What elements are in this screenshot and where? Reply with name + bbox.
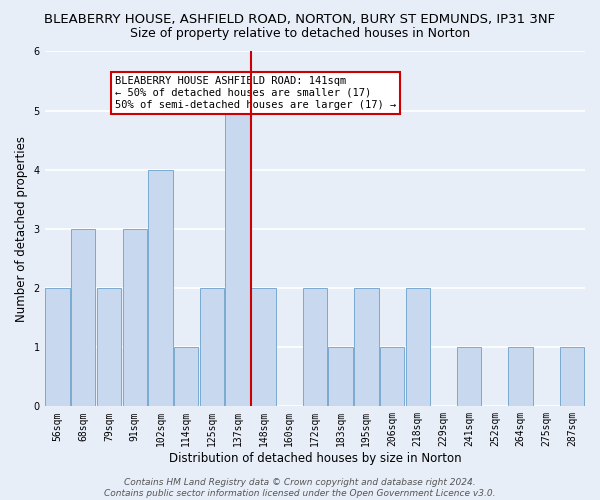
Bar [97, 288, 121, 406]
Bar [226, 110, 250, 406]
Bar [251, 288, 275, 406]
Bar [174, 347, 199, 406]
Bar [406, 288, 430, 406]
Bar [354, 288, 379, 406]
Text: Size of property relative to detached houses in Norton: Size of property relative to detached ho… [130, 28, 470, 40]
Bar [457, 347, 481, 406]
Bar [200, 288, 224, 406]
Bar [148, 170, 173, 406]
Bar [508, 347, 533, 406]
Bar [122, 229, 147, 406]
Bar [560, 347, 584, 406]
Bar [46, 288, 70, 406]
Text: BLEABERRY HOUSE ASHFIELD ROAD: 141sqm
← 50% of detached houses are smaller (17)
: BLEABERRY HOUSE ASHFIELD ROAD: 141sqm ← … [115, 76, 396, 110]
X-axis label: Distribution of detached houses by size in Norton: Distribution of detached houses by size … [169, 452, 461, 465]
Bar [328, 347, 353, 406]
Bar [302, 288, 327, 406]
Text: Contains HM Land Registry data © Crown copyright and database right 2024.
Contai: Contains HM Land Registry data © Crown c… [104, 478, 496, 498]
Bar [71, 229, 95, 406]
Bar [380, 347, 404, 406]
Text: BLEABERRY HOUSE, ASHFIELD ROAD, NORTON, BURY ST EDMUNDS, IP31 3NF: BLEABERRY HOUSE, ASHFIELD ROAD, NORTON, … [44, 12, 556, 26]
Y-axis label: Number of detached properties: Number of detached properties [15, 136, 28, 322]
